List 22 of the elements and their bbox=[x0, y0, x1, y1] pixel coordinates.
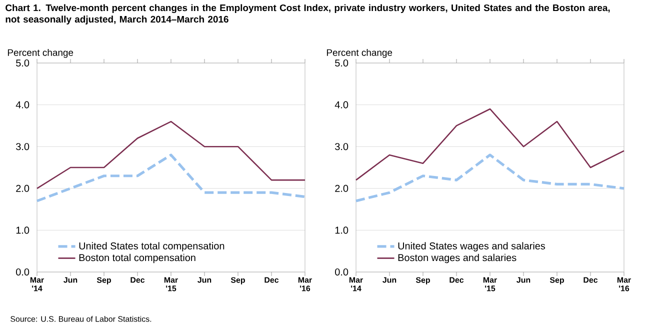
y-tick-label: 1.0 bbox=[335, 226, 348, 234]
legend-label: Boston wages and salaries bbox=[398, 254, 516, 264]
y-tick-label: 3.0 bbox=[335, 143, 348, 150]
y-tick-label: 0.0 bbox=[16, 268, 30, 276]
chart-title: Chart 1. Twelve-month percent changes in the Employment Cost Index, private industry workers, United States and the Boston area, not seasonally adjusted, March 2014–March 2016 bbox=[6, 4, 610, 24]
y-tick-label: 2.0 bbox=[16, 184, 30, 192]
y-tick-label: 5.0 bbox=[16, 59, 30, 67]
y-tick-label: 0.0 bbox=[335, 268, 348, 276]
line-series bbox=[355, 108, 625, 181]
y-tick-label: 5.0 bbox=[335, 59, 348, 67]
y-axis-title: Percent change bbox=[326, 48, 392, 58]
y-tick-label: 4.0 bbox=[334, 101, 348, 108]
y-tick-label: 1.0 bbox=[16, 226, 30, 234]
y-axis-title: Percent change bbox=[8, 48, 74, 58]
line-series bbox=[36, 120, 306, 190]
legend-label: United States wages and salaries bbox=[398, 242, 546, 252]
line-series bbox=[354, 154, 626, 202]
y-tick-label: 4.0 bbox=[16, 101, 30, 108]
y-tick-label: 3.0 bbox=[16, 143, 30, 150]
y-tick-label: 2.0 bbox=[335, 184, 348, 192]
legend-label: United States total compensation bbox=[79, 242, 224, 252]
legend-label: Boston total compensation bbox=[79, 254, 196, 264]
